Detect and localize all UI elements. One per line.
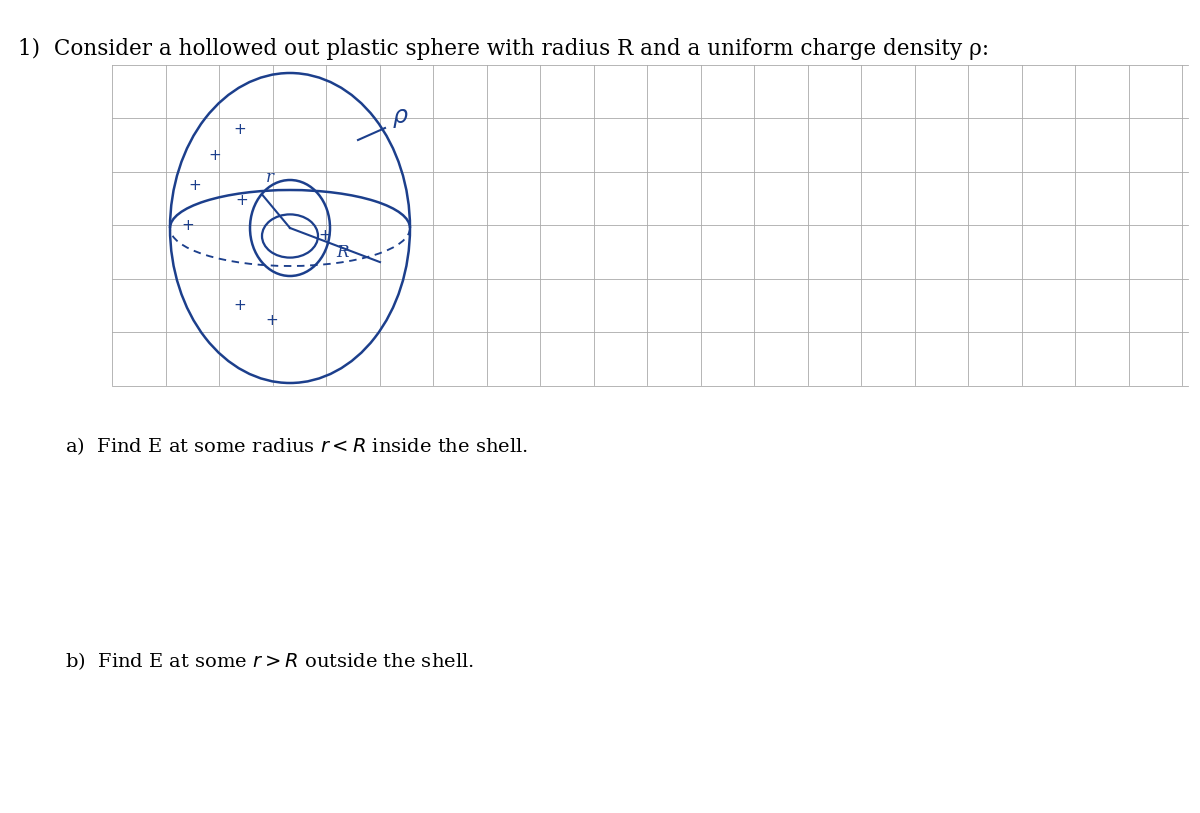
Text: $\rho$: $\rho$ [391, 107, 408, 129]
Text: 1)  Consider a hollowed out plastic sphere with radius R and a uniform charge de: 1) Consider a hollowed out plastic spher… [18, 38, 989, 60]
Text: +: + [235, 193, 248, 207]
Text: +: + [234, 298, 246, 312]
Text: +: + [181, 218, 194, 233]
Text: +: + [188, 177, 202, 193]
Text: +: + [319, 228, 331, 242]
Text: +: + [209, 147, 221, 163]
Text: +: + [234, 123, 246, 137]
Text: +: + [265, 312, 278, 328]
Text: a)  Find E at some radius $r < R$ inside the shell.: a) Find E at some radius $r < R$ inside … [65, 435, 528, 457]
Text: r: r [266, 169, 274, 186]
Text: R: R [336, 244, 348, 260]
Text: b)  Find E at some $r > R$ outside the shell.: b) Find E at some $r > R$ outside the sh… [65, 650, 474, 672]
